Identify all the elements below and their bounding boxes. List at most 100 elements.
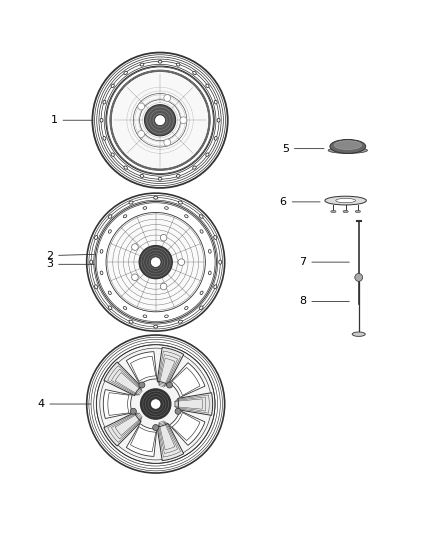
Ellipse shape xyxy=(206,84,209,87)
Ellipse shape xyxy=(185,215,188,218)
Ellipse shape xyxy=(336,198,356,203)
Ellipse shape xyxy=(108,291,111,295)
Circle shape xyxy=(150,257,161,268)
Text: 1: 1 xyxy=(50,115,93,125)
Circle shape xyxy=(153,424,159,431)
Ellipse shape xyxy=(217,118,220,122)
Polygon shape xyxy=(157,348,184,385)
Ellipse shape xyxy=(129,320,133,324)
Ellipse shape xyxy=(158,60,162,63)
Ellipse shape xyxy=(193,166,196,169)
Ellipse shape xyxy=(330,140,366,154)
Ellipse shape xyxy=(124,306,127,310)
Ellipse shape xyxy=(124,215,127,218)
Ellipse shape xyxy=(95,236,98,239)
Ellipse shape xyxy=(154,325,158,328)
Ellipse shape xyxy=(124,71,127,75)
Circle shape xyxy=(355,273,363,281)
Circle shape xyxy=(138,131,145,138)
Ellipse shape xyxy=(177,174,180,177)
Ellipse shape xyxy=(95,285,98,289)
Ellipse shape xyxy=(165,207,168,209)
Circle shape xyxy=(131,244,138,251)
Circle shape xyxy=(166,382,173,388)
Circle shape xyxy=(164,139,171,146)
Ellipse shape xyxy=(158,177,162,180)
Circle shape xyxy=(150,399,161,409)
Polygon shape xyxy=(178,393,212,415)
Text: 2: 2 xyxy=(46,251,94,261)
Ellipse shape xyxy=(100,118,103,122)
Circle shape xyxy=(155,115,166,126)
Ellipse shape xyxy=(108,230,111,233)
Ellipse shape xyxy=(140,174,144,177)
Circle shape xyxy=(178,259,185,265)
Ellipse shape xyxy=(200,306,203,310)
Ellipse shape xyxy=(178,320,182,324)
Ellipse shape xyxy=(140,63,144,66)
Text: 5: 5 xyxy=(282,143,324,154)
Ellipse shape xyxy=(343,211,348,213)
Circle shape xyxy=(106,213,205,312)
Ellipse shape xyxy=(100,249,103,253)
Ellipse shape xyxy=(214,285,217,289)
Ellipse shape xyxy=(103,136,106,140)
Ellipse shape xyxy=(206,153,209,156)
Polygon shape xyxy=(103,390,132,418)
Circle shape xyxy=(131,274,138,280)
Ellipse shape xyxy=(108,215,112,219)
Ellipse shape xyxy=(325,196,366,205)
Ellipse shape xyxy=(200,215,203,219)
Circle shape xyxy=(139,382,145,388)
Circle shape xyxy=(97,345,215,463)
Ellipse shape xyxy=(129,201,133,204)
Ellipse shape xyxy=(165,315,168,318)
Polygon shape xyxy=(104,413,141,446)
Text: 4: 4 xyxy=(37,399,91,409)
Polygon shape xyxy=(126,352,157,384)
Circle shape xyxy=(160,283,167,290)
Text: 7: 7 xyxy=(299,257,350,267)
Ellipse shape xyxy=(208,249,211,253)
Circle shape xyxy=(145,104,176,136)
Ellipse shape xyxy=(214,236,217,239)
Text: 8: 8 xyxy=(299,296,350,306)
Polygon shape xyxy=(170,410,205,446)
Ellipse shape xyxy=(111,84,114,87)
Ellipse shape xyxy=(214,136,217,140)
Ellipse shape xyxy=(200,230,203,233)
Text: 3: 3 xyxy=(46,260,94,269)
Ellipse shape xyxy=(108,306,112,310)
Circle shape xyxy=(87,335,225,473)
Ellipse shape xyxy=(214,100,217,104)
Ellipse shape xyxy=(355,211,360,213)
Circle shape xyxy=(164,94,171,101)
Ellipse shape xyxy=(100,271,103,274)
Ellipse shape xyxy=(143,207,147,209)
Ellipse shape xyxy=(193,71,196,75)
Ellipse shape xyxy=(154,196,158,199)
Circle shape xyxy=(138,103,145,110)
Ellipse shape xyxy=(185,306,188,310)
Ellipse shape xyxy=(124,166,127,169)
Circle shape xyxy=(180,117,187,124)
Ellipse shape xyxy=(103,100,106,104)
Polygon shape xyxy=(170,363,205,398)
Circle shape xyxy=(111,71,209,169)
Circle shape xyxy=(175,408,181,414)
Ellipse shape xyxy=(331,211,336,213)
Polygon shape xyxy=(104,362,141,395)
Ellipse shape xyxy=(90,260,93,264)
Polygon shape xyxy=(126,424,157,456)
Ellipse shape xyxy=(352,332,365,336)
Ellipse shape xyxy=(177,63,180,66)
Circle shape xyxy=(160,235,167,241)
Circle shape xyxy=(130,408,136,414)
Ellipse shape xyxy=(334,141,361,149)
Circle shape xyxy=(139,246,172,279)
Ellipse shape xyxy=(111,153,114,156)
Ellipse shape xyxy=(200,291,203,295)
Ellipse shape xyxy=(208,271,211,274)
Ellipse shape xyxy=(143,315,147,318)
Polygon shape xyxy=(157,423,184,461)
